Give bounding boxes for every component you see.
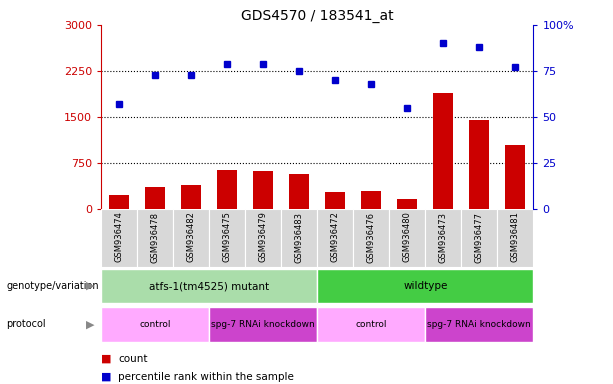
Bar	[425, 307, 533, 342]
Bar	[101, 307, 209, 342]
Text: GSM936479: GSM936479	[259, 212, 268, 262]
Bar	[433, 93, 453, 209]
Bar	[318, 269, 533, 303]
Text: GSM936477: GSM936477	[475, 212, 484, 263]
Bar	[281, 209, 318, 267]
Text: ▶: ▶	[86, 319, 94, 329]
Text: spg-7 RNAi knockdown: spg-7 RNAi knockdown	[427, 320, 531, 329]
Title: GDS4570 / 183541_at: GDS4570 / 183541_at	[241, 8, 394, 23]
Bar	[101, 209, 137, 267]
Bar	[505, 145, 525, 209]
Text: spg-7 RNAi knockdown: spg-7 RNAi knockdown	[211, 320, 315, 329]
Bar	[145, 187, 165, 209]
Bar	[326, 192, 345, 209]
Text: GSM936482: GSM936482	[187, 212, 196, 262]
Text: ■: ■	[101, 372, 112, 382]
Text: wildtype: wildtype	[403, 281, 447, 291]
Bar	[209, 209, 245, 267]
Bar	[209, 307, 318, 342]
Bar	[318, 307, 425, 342]
Bar	[461, 209, 497, 267]
Text: GSM936472: GSM936472	[331, 212, 340, 262]
Text: GSM936478: GSM936478	[151, 212, 159, 263]
Text: GSM936473: GSM936473	[439, 212, 447, 263]
Text: count: count	[118, 354, 148, 364]
Bar	[253, 170, 273, 209]
Text: GSM936476: GSM936476	[367, 212, 376, 263]
Text: GSM936481: GSM936481	[511, 212, 520, 262]
Bar	[137, 209, 173, 267]
Text: GSM936474: GSM936474	[115, 212, 124, 262]
Bar	[361, 191, 381, 209]
Text: genotype/variation: genotype/variation	[6, 281, 99, 291]
Text: GSM936475: GSM936475	[223, 212, 232, 262]
Bar	[497, 209, 533, 267]
Text: control: control	[356, 320, 387, 329]
Bar	[101, 269, 318, 303]
Bar	[389, 209, 425, 267]
Text: GSM936480: GSM936480	[403, 212, 412, 262]
Text: protocol: protocol	[6, 319, 46, 329]
Text: percentile rank within the sample: percentile rank within the sample	[118, 372, 294, 382]
Bar	[353, 209, 389, 267]
Bar	[109, 195, 129, 209]
Bar	[397, 199, 417, 209]
Bar	[181, 185, 201, 209]
Text: control: control	[139, 320, 171, 329]
Bar	[245, 209, 281, 267]
Bar	[173, 209, 209, 267]
Bar	[289, 174, 309, 209]
Text: GSM936483: GSM936483	[295, 212, 303, 263]
Text: ■: ■	[101, 354, 112, 364]
Bar	[470, 120, 489, 209]
Text: atfs-1(tm4525) mutant: atfs-1(tm4525) mutant	[149, 281, 269, 291]
Bar	[217, 170, 237, 209]
Bar	[318, 209, 353, 267]
Text: ▶: ▶	[86, 281, 94, 291]
Bar	[425, 209, 461, 267]
